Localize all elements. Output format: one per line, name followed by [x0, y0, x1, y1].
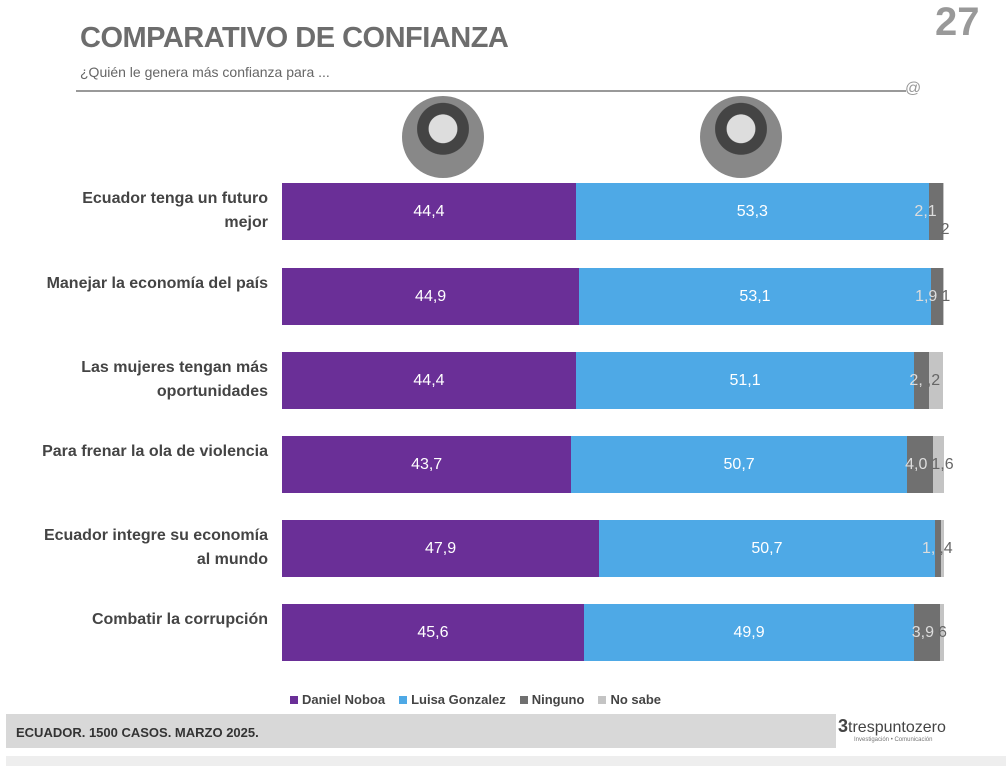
data-label: 1,6	[931, 456, 954, 473]
data-label: 45,6	[417, 624, 449, 641]
footer-bar: ECUADOR. 1500 CASOS. MARZO 2025.	[6, 714, 836, 748]
legend-swatch	[290, 696, 298, 704]
data-label: 6	[938, 624, 947, 641]
data-label: 51,1	[729, 372, 761, 389]
legend-swatch	[519, 696, 528, 704]
bar-daniel-noboa	[282, 520, 600, 577]
data-label: 1,	[922, 540, 936, 557]
data-label: 44,4	[413, 203, 445, 220]
category-label: Ecuador integre su economía al mundo	[43, 527, 268, 568]
bar-daniel-noboa	[282, 268, 580, 325]
data-label: 49,9	[733, 624, 765, 641]
bar-ninguno	[906, 436, 934, 493]
data-label: 4,0	[905, 456, 928, 473]
legend-label: Ninguno	[531, 692, 585, 707]
bar-luisa-gonzalez	[579, 268, 931, 325]
category-label: Las mujeres tengan más oportunidades	[81, 359, 268, 400]
legend-label: Luisa Gonzalez	[411, 692, 506, 707]
avatar-daniel-noboa	[402, 96, 484, 178]
data-label: 50,7	[751, 540, 783, 557]
logo-text: trespuntozero	[848, 719, 946, 736]
data-label: 50,7	[723, 456, 755, 473]
bar-daniel-noboa	[282, 604, 584, 661]
legend-item: Ninguno	[519, 692, 585, 707]
divider	[76, 90, 906, 92]
legend-label: No sabe	[610, 692, 662, 707]
legend-swatch	[399, 696, 408, 704]
data-label: 44,4	[413, 372, 445, 389]
bar-daniel-noboa	[282, 436, 572, 493]
brand-logo: 3trespuntozero Investigación • Comunicaci…	[838, 716, 946, 743]
data-label: 1	[941, 288, 951, 305]
bar-no-sabe	[933, 436, 944, 493]
category-label: Manejar la economía del país	[46, 275, 268, 292]
legend-swatch	[598, 696, 607, 704]
bar-luisa-gonzalez	[599, 520, 935, 577]
bar-daniel-noboa	[282, 183, 576, 240]
category-label: Combatir la corrupción	[91, 611, 268, 628]
bar-ninguno	[934, 520, 942, 577]
data-label: 2,	[909, 372, 923, 389]
bar-no-sabe	[941, 520, 944, 577]
bar-ninguno	[914, 352, 929, 409]
page-subtitle: ¿Quién le genera más confianza para ...	[80, 64, 330, 80]
swirl-icon: @	[905, 80, 922, 97]
category-label: Para frenar la ola de violencia	[42, 443, 268, 460]
bar-ninguno	[928, 183, 943, 240]
data-label: 1,9	[915, 288, 938, 305]
data-label: 44,9	[415, 288, 447, 305]
data-label: 53,3	[736, 203, 768, 220]
bar-luisa-gonzalez	[571, 436, 907, 493]
data-label: 43,7	[411, 456, 443, 473]
legend-label: Daniel Noboa	[302, 692, 386, 707]
data-label: 47,9	[424, 540, 457, 557]
page-title: COMPARATIVO DE CONFIANZA	[80, 22, 509, 54]
bar-no-sabe	[942, 183, 944, 240]
data-label: ,2	[926, 372, 941, 389]
corner-logo-icon: 27	[935, 0, 980, 44]
avatar-luisa-gonzalez	[700, 96, 782, 178]
logo-tagline: Investigación • Comunicación	[854, 737, 933, 743]
legend-item: Luisa Gonzalez	[399, 692, 506, 707]
bar-ninguno	[930, 268, 944, 325]
bottom-edge	[6, 756, 1006, 766]
footer-note: ECUADOR. 1500 CASOS. MARZO 2025.	[16, 725, 259, 740]
bar-no-sabe	[943, 268, 944, 325]
bar-luisa-gonzalez	[583, 604, 915, 661]
data-label: 2,1	[914, 203, 937, 220]
data-label: 53,1	[739, 288, 771, 305]
data-label: 3,9	[911, 624, 935, 641]
legend-item: Daniel Noboa	[290, 692, 385, 707]
data-label: 2	[940, 221, 950, 238]
category-label: Ecuador tenga un futuro mejor	[82, 190, 268, 231]
data-label: ,4	[939, 540, 953, 557]
bar-no-sabe	[940, 604, 944, 661]
legend-item: No sabe	[598, 692, 661, 707]
bar-luisa-gonzalez	[575, 352, 915, 409]
bar-no-sabe	[928, 352, 944, 409]
bar-daniel-noboa	[282, 352, 576, 409]
bar-ninguno	[914, 604, 941, 661]
legend: Daniel Noboa Luisa Gonzalez Ninguno No sabe	[290, 692, 661, 707]
bar-luisa-gonzalez	[575, 183, 929, 240]
